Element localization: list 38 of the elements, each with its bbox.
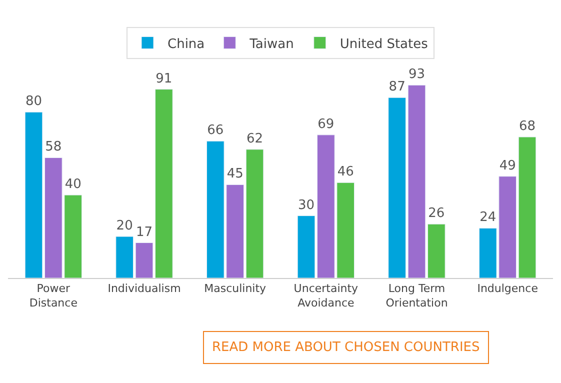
data-label: 80 — [25, 94, 42, 110]
data-label: 30 — [298, 198, 315, 213]
data-label: 58 — [45, 140, 62, 155]
data-label: 87 — [388, 80, 406, 95]
bar — [388, 97, 406, 278]
data-label: 46 — [337, 164, 354, 180]
bar — [116, 236, 134, 278]
data-label: 40 — [64, 177, 82, 192]
data-label: 66 — [207, 123, 224, 138]
data-label: 26 — [428, 206, 445, 222]
data-label: 91 — [156, 71, 172, 86]
legend-label: China — [168, 36, 205, 52]
bar — [408, 84, 426, 278]
x-tick-label: Masculinity — [204, 282, 267, 296]
data-label: 62 — [246, 131, 264, 146]
legend-label: United States — [340, 36, 428, 52]
text: READ MORE ABOUT CHOSEN COUNTRIES — [212, 340, 480, 355]
data-label: 93 — [408, 67, 426, 82]
data-label: 17 — [136, 224, 153, 240]
data-label: 20 — [116, 218, 133, 234]
data-label: 49 — [499, 158, 516, 174]
data-label: 68 — [518, 118, 536, 134]
bar — [155, 89, 173, 278]
bar — [24, 112, 43, 278]
bar — [246, 149, 264, 278]
bar — [428, 224, 446, 278]
x-tick-label: Long Term Orientation — [386, 282, 448, 310]
x-tick-label: Uncertainty Avoidance — [294, 282, 359, 310]
bar — [135, 242, 154, 278]
bar — [518, 136, 536, 278]
x-tick-label: Indulgence — [477, 282, 538, 296]
x-tick-label: Power Distance — [29, 282, 78, 310]
bar — [297, 216, 316, 278]
data-label: 45 — [226, 166, 244, 182]
legend-label: Taiwan — [248, 36, 294, 52]
data-label: 69 — [318, 116, 334, 132]
x-tick-label: Individualism — [108, 282, 181, 296]
data-label: 24 — [480, 210, 496, 226]
